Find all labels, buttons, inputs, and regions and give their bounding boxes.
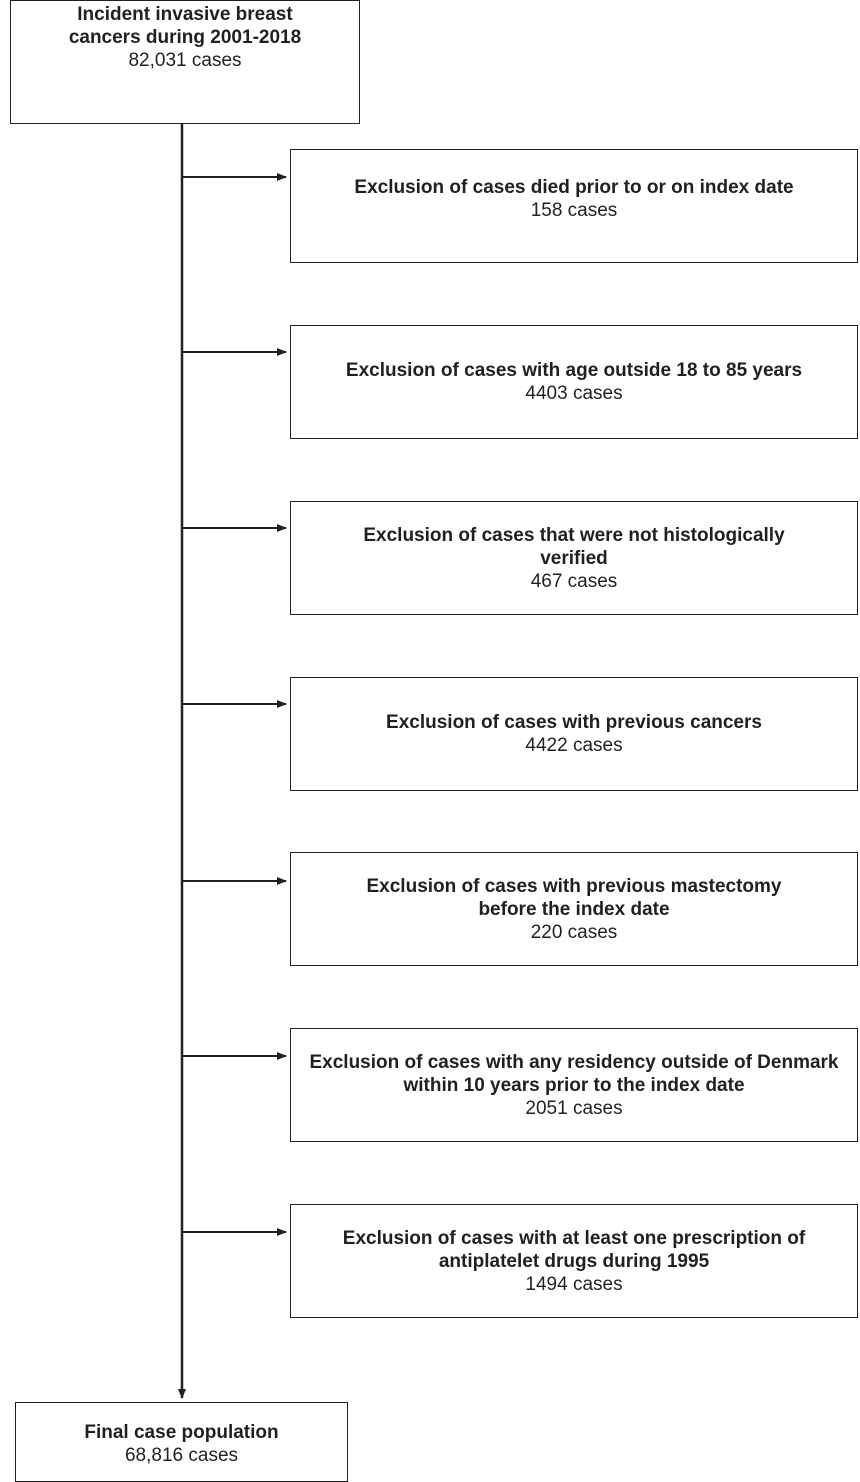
final-count: 68,816 cases	[124, 1445, 239, 1466]
start-box: Incident invasive breast cancers during …	[10, 0, 360, 124]
exclusion-title: Exclusion of cases that were not histolo…	[363, 524, 785, 569]
exclusion-count: 158 cases	[530, 200, 618, 221]
exclusion-count: 1494 cases	[525, 1273, 623, 1295]
final-title: Final case population	[84, 1422, 279, 1443]
exclusion-count: 4422 cases	[525, 735, 623, 756]
exclusion-box-6: Exclusion of cases with any residency ou…	[290, 1028, 858, 1142]
exclusion-count: 467 cases	[530, 570, 618, 592]
exclusion-title: Exclusion of cases died prior to or on i…	[354, 177, 794, 198]
exclusion-title: Exclusion of cases with age outside 18 t…	[345, 360, 803, 381]
exclusion-title: Exclusion of cases with previous mastect…	[366, 875, 782, 920]
exclusion-box-2: Exclusion of cases with age outside 18 t…	[290, 325, 858, 439]
exclusion-title: Exclusion of cases with at least one pre…	[342, 1227, 806, 1272]
exclusion-title: Exclusion of cases with any residency ou…	[309, 1051, 839, 1096]
exclusion-count: 220 cases	[530, 921, 618, 943]
exclusion-count: 2051 cases	[525, 1097, 623, 1119]
exclusion-box-4: Exclusion of cases with previous cancers…	[290, 677, 858, 791]
start-count: 82,031 cases	[128, 50, 242, 71]
exclusion-box-5: Exclusion of cases with previous mastect…	[290, 852, 858, 966]
exclusion-box-3: Exclusion of cases that were not histolo…	[290, 501, 858, 615]
start-title: Incident invasive breast cancers during …	[68, 4, 302, 48]
final-box: Final case population 68,816 cases	[15, 1402, 348, 1482]
exclusion-box-1: Exclusion of cases died prior to or on i…	[290, 149, 858, 263]
exclusion-box-7: Exclusion of cases with at least one pre…	[290, 1204, 858, 1318]
exclusion-count: 4403 cases	[525, 383, 623, 404]
exclusion-title: Exclusion of cases with previous cancers	[386, 712, 762, 733]
